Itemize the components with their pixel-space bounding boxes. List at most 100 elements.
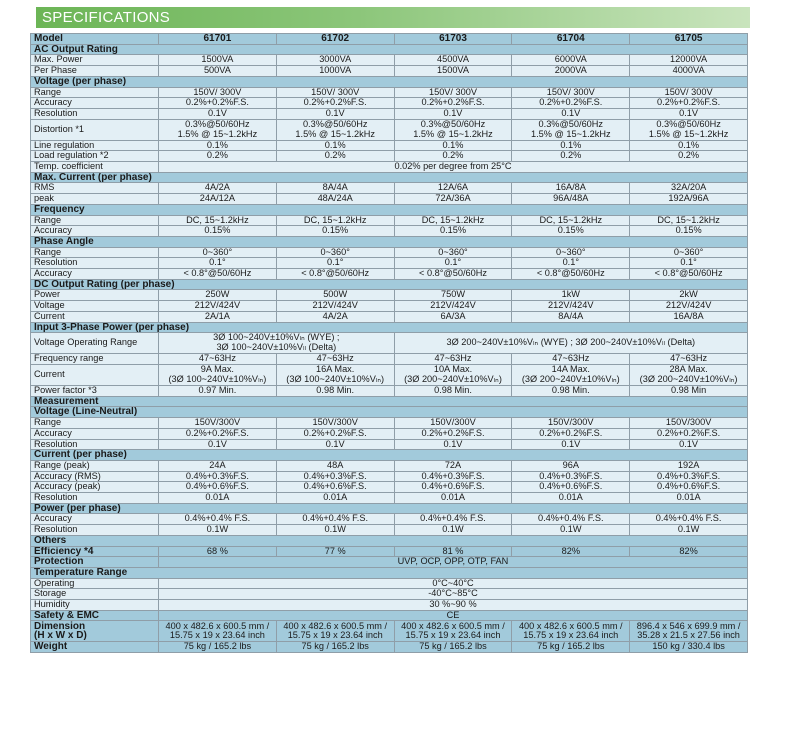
spec-value-cell: 68 % [158,545,277,558]
spec-value-cell: 0°C~40°C [158,577,748,590]
spec-value-cell: DC, 15~1.2kHz [393,214,513,227]
spec-value-cell: 212V/424V [275,300,395,312]
spec-value-cell: 0.2%+0.2%F.S. [511,97,631,109]
spec-value-cell: 72A/36A [393,193,513,205]
row-label: Range [30,417,159,429]
spec-value-cell: 0.4%+0.6%F.S. [158,481,277,494]
spec-value-cell: 0.2% [275,150,395,163]
spec-value-cell: 150V/300V [511,417,631,429]
spec-value-cell: 77 % [275,545,395,558]
section-header-row: Frequency [30,203,748,216]
spec-value-cell: 28A Max. (3Ø 200~240V±10%Vₗₙ) [629,363,748,386]
spec-value-cell: 82% [511,545,631,558]
spec-value-cell: 0.4%+0.4% F.S. [393,513,513,526]
specifications-title-bar: SPECIFICATIONS [36,7,750,28]
spec-value-cell: 0.1V [393,107,513,120]
spec-value-cell: 48A/24A [275,193,395,205]
spec-value-cell: 0.1% [158,139,277,152]
spec-value-cell: 2000VA [511,65,631,77]
spec-value-cell: 4500VA [393,54,513,67]
section-header-row: Phase Angle [30,235,748,248]
table-row: Resolution 0.1° 0.1° 0.1° 0.1° 0.1° [30,257,748,270]
spec-value-cell: 75 kg / 165.2 lbs [275,641,395,654]
spec-value-cell: 1kW [511,289,631,302]
table-row: Accuracy < 0.8°@50/60Hz < 0.8°@50/60Hz < 0.… [30,268,748,280]
spec-value-cell: 14A Max. (3Ø 200~240V±10%Vₗₙ) [511,363,631,386]
row-label: Frequency range [30,353,159,365]
spec-value-cell: 0.98 Min. [275,384,395,397]
row-label: Per Phase [30,65,159,77]
spec-value-cell: 0.2% [511,150,631,163]
spec-value-cell: 150V/ 300V [158,86,277,99]
spec-value-cell: 0.1W [629,524,748,536]
spec-value-cell: 0.2%+0.2%F.S. [629,427,748,440]
spec-value-cell: 8A/4A [275,182,395,195]
spec-value-cell: 150V/ 300V [393,86,513,99]
spec-value-cell: 0.1W [158,524,277,536]
table-row: Accuracy 0.4%+0.4% F.S. 0.4%+0.4% F.S. 0.4%… [30,513,748,526]
spec-value-cell: 47~63Hz [275,353,395,365]
section-header-row: Power (per phase) [30,502,748,515]
spec-value-cell: 82% [629,545,748,558]
spec-value-cell: 0.01A [629,492,748,504]
table-row: Resolution 0.01A 0.01A 0.01A 0.01A 0.01A [30,492,748,504]
column-header: 61705 [629,33,748,45]
table-row: Accuracy 0.2%+0.2%F.S. 0.2%+0.2%F.S. 0.2%+0… [30,97,748,109]
section-header-row: Temperature Range [30,566,748,579]
spec-value-cell: 150V/300V [393,417,513,429]
spec-value-cell: 212V/424V [629,300,748,312]
spec-value-cell: 0.98 Min. [393,384,513,397]
spec-value-cell: 0.02% per degree from 25°C [158,161,748,173]
spec-value-cell: 400 x 482.6 x 600.5 mm / 15.75 x 19 x 23… [158,620,277,643]
spec-value-cell: 0.1V [629,107,748,120]
spec-value-cell: 0.3%@50/60Hz 1.5% @ 15~1.2kHz [275,118,395,141]
spec-value-cell: 75 kg / 165.2 lbs [393,641,513,654]
spec-value-cell: 8A/4A [511,310,631,323]
spec-value-cell: 3000VA [275,54,395,67]
spec-value-cell: 0.01A [511,492,631,504]
spec-value-cell: 96A/48A [511,193,631,205]
row-label: Resolution [30,257,159,270]
spec-value-cell: 0.4%+0.6%F.S. [511,481,631,494]
table-row: Operating 0°C~40°C [30,577,748,590]
row-label: Range [30,86,159,99]
section-header-row: Input 3-Phase Power (per phase) [30,321,748,334]
spec-value-cell: 0.4%+0.3%F.S. [393,470,513,483]
spec-value-cell: 0.1W [275,524,395,536]
spec-value-cell: 0.4%+0.6%F.S. [393,481,513,494]
section-header-row: Voltage (Line-Neutral) [30,406,748,419]
table-row: Range (peak) 24A 48A 72A 96A 192A [30,459,748,472]
table-row: Resolution 0.1V 0.1V 0.1V 0.1V 0.1V [30,107,748,120]
spec-value-cell: 0.1V [275,438,395,451]
spec-value-cell: DC, 15~1.2kHz [629,214,748,227]
row-label: Current [30,310,159,323]
table-row: Power factor *3 0.97 Min. 0.98 Min. 0.98 Mi… [30,384,748,397]
section-title: Input 3-Phase Power (per phase) [30,321,748,334]
row-label: Line regulation [30,139,159,152]
spec-value-cell: 0.2%+0.2%F.S. [629,97,748,109]
spec-value-cell: 24A/12A [158,193,277,205]
table-row: Distortion *1 0.3%@50/60Hz 1.5% @ 15~1.2k… [30,118,748,141]
spec-value-cell: DC, 15~1.2kHz [275,214,395,227]
section-header-row: AC Output Rating [30,43,748,56]
spec-value-cell: 0.4%+0.4% F.S. [275,513,395,526]
column-header: 61702 [275,33,395,45]
spec-value-cell: 0.1W [511,524,631,536]
spec-value-cell: 192A [629,459,748,472]
spec-value-cell: 96A [511,459,631,472]
row-label: Power factor *3 [30,384,159,397]
section-title: Measurement [30,395,748,408]
spec-value-cell: 212V/424V [511,300,631,312]
section-title: Voltage (per phase) [30,75,748,88]
spec-value-cell: 4A/2A [275,310,395,323]
spec-value-cell: 9A Max. (3Ø 100~240V±10%Vₗₙ) [158,363,277,386]
column-header: 61703 [393,33,513,45]
spec-value-cell: 150V/ 300V [275,86,395,99]
table-row: Frequency range 47~63Hz 47~63Hz 47~63Hz 47~6… [30,353,748,365]
column-header: Model [30,33,159,45]
table-row: Protection UVP, OCP, OPP, OTP, FAN [30,556,748,568]
row-label: Temp. coefficient [30,161,159,173]
table-row: Voltage 212V/424V 212V/424V 212V/424V 212V/4… [30,300,748,312]
spec-value-cell: 30 %~90 % [158,599,748,611]
table-row: Temp. coefficient 0.02% per degree from 2… [30,161,748,173]
